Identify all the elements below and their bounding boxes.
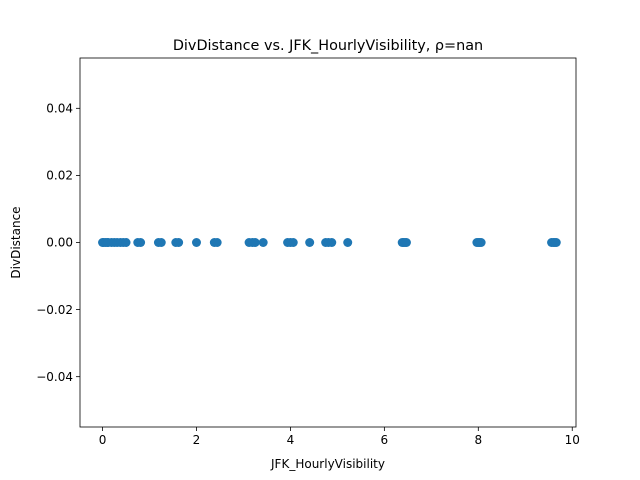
data-point [121,238,131,247]
data-point [305,238,315,247]
data-point [288,238,298,247]
plot-frame [79,57,577,428]
x-tick-label: 2 [193,433,201,447]
data-point [401,238,411,247]
y-axis-ticks: −0.04 −0.02 0.00 0.02 0.04 [36,102,80,384]
x-axis-label: JFK_HourlyVisibility [270,457,385,471]
x-tick-label: 4 [287,433,295,447]
y-tick-label: 0.02 [46,169,73,183]
data-point [212,238,222,247]
data-point [174,238,184,247]
data-point [551,238,561,247]
y-tick-label: −0.04 [36,370,73,384]
data-point [156,238,166,247]
x-tick-label: 10 [565,433,580,447]
data-point [343,238,353,247]
chart-title: DivDistance vs. JFK_HourlyVisibility, ρ=… [173,38,483,54]
data-point [327,238,337,247]
data-points [98,238,561,247]
y-axis-label: DivDistance [9,206,23,278]
data-point [136,238,146,247]
y-tick-label: 0.04 [46,102,73,116]
x-axis-ticks: 0 2 4 6 8 10 [99,427,580,447]
data-point [250,238,260,247]
x-tick-label: 0 [99,433,107,447]
x-tick-label: 6 [381,433,389,447]
data-point [258,238,268,247]
y-tick-label: 0.00 [46,236,73,250]
data-point [191,238,201,247]
y-tick-label: −0.02 [36,303,73,317]
data-point [476,238,486,247]
x-tick-label: 8 [474,433,482,447]
